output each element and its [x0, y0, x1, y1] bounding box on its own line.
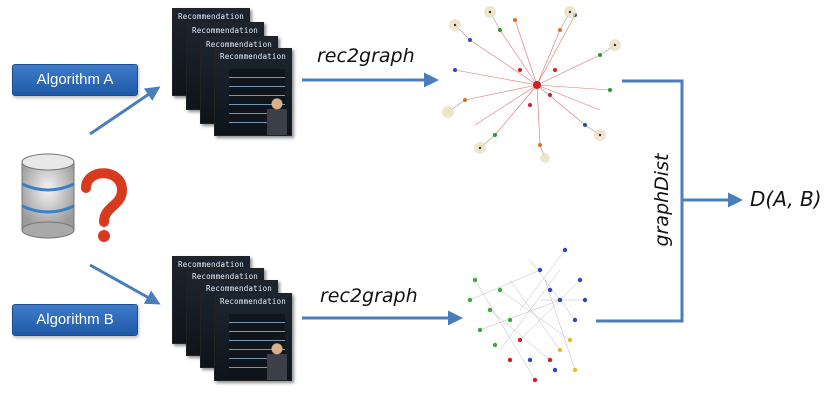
database-question-icon [21, 153, 128, 242]
card-title: Recommendation [192, 272, 259, 281]
card-title: Recommendation [220, 297, 287, 306]
card-title: Recommendation [178, 12, 245, 21]
arrow-db-to-a [89, 86, 161, 136]
algorithm-a-label: Algorithm A [36, 71, 114, 88]
recommendation-card: Recommendation [214, 48, 292, 136]
person-icon [267, 342, 287, 380]
algorithm-b-label: Algorithm B [36, 311, 114, 328]
card-title: Recommendation [178, 260, 245, 269]
arrow-db-to-b [89, 263, 161, 305]
result-label: D(A, B) [750, 187, 822, 211]
card-title: Recommendation [220, 52, 287, 61]
algorithm-b-box: Algorithm B [12, 304, 138, 336]
graph-b [467, 247, 588, 383]
rec2graph-label-top: rec2graph [317, 45, 415, 67]
card-title: Recommendation [206, 284, 273, 293]
graphdist-label: graphDist [651, 153, 673, 247]
rec2graph-label-bottom: rec2graph [320, 285, 418, 307]
graph-a [442, 6, 621, 163]
recommendation-card: Recommendation [214, 293, 292, 381]
algorithm-a-box: Algorithm A [12, 64, 138, 96]
card-title: Recommendation [192, 26, 259, 35]
person-icon [267, 97, 287, 135]
card-title: Recommendation [206, 40, 273, 49]
